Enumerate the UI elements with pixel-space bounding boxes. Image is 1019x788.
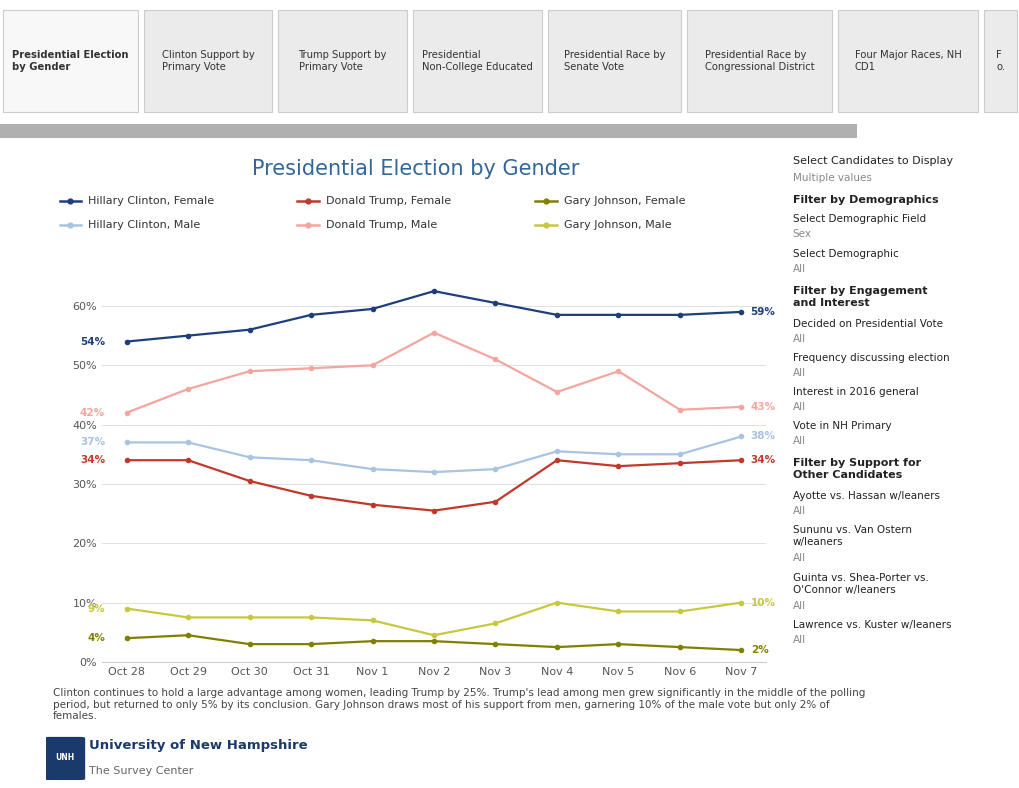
Text: Lawrence vs. Kuster w/leaners: Lawrence vs. Kuster w/leaners bbox=[792, 620, 950, 630]
Text: All: All bbox=[792, 334, 805, 344]
Text: Presidential Election
by Gender: Presidential Election by Gender bbox=[12, 50, 128, 72]
Text: Select Demographic Field: Select Demographic Field bbox=[792, 214, 924, 224]
Text: UNH: UNH bbox=[55, 753, 74, 762]
Text: All: All bbox=[792, 368, 805, 378]
Text: 4%: 4% bbox=[87, 634, 105, 643]
Text: Gary Johnson, Male: Gary Johnson, Male bbox=[564, 221, 671, 230]
Text: Interest in 2016 general: Interest in 2016 general bbox=[792, 387, 917, 397]
Text: Select Demographic: Select Demographic bbox=[792, 249, 898, 259]
Text: 2%: 2% bbox=[750, 645, 767, 655]
Text: Multiple values: Multiple values bbox=[792, 173, 870, 184]
Text: Four Major Races, NH
CD1: Four Major Races, NH CD1 bbox=[854, 50, 961, 72]
Text: All: All bbox=[792, 601, 805, 611]
Text: Frequency discussing election: Frequency discussing election bbox=[792, 353, 949, 363]
Text: Ayotte vs. Hassan w/leaners: Ayotte vs. Hassan w/leaners bbox=[792, 491, 938, 501]
Text: F
o.: F o. bbox=[996, 50, 1004, 72]
FancyBboxPatch shape bbox=[0, 124, 856, 138]
Text: All: All bbox=[792, 436, 805, 446]
Text: Hillary Clinton, Female: Hillary Clinton, Female bbox=[88, 195, 214, 206]
FancyBboxPatch shape bbox=[3, 9, 138, 113]
Text: Presidential Election by Gender: Presidential Election by Gender bbox=[253, 159, 579, 180]
FancyBboxPatch shape bbox=[687, 9, 832, 113]
Text: Donald Trump, Female: Donald Trump, Female bbox=[325, 195, 450, 206]
FancyBboxPatch shape bbox=[44, 737, 86, 780]
Text: Presidential Race by
Senate Vote: Presidential Race by Senate Vote bbox=[564, 50, 664, 72]
FancyBboxPatch shape bbox=[144, 9, 272, 113]
FancyBboxPatch shape bbox=[838, 9, 977, 113]
Text: All: All bbox=[792, 553, 805, 563]
Text: University of New Hampshire: University of New Hampshire bbox=[89, 739, 307, 752]
FancyBboxPatch shape bbox=[413, 9, 541, 113]
Text: 54%: 54% bbox=[79, 336, 105, 347]
Text: Guinta vs. Shea-Porter vs.
O'Connor w/leaners: Guinta vs. Shea-Porter vs. O'Connor w/le… bbox=[792, 573, 927, 595]
FancyBboxPatch shape bbox=[278, 9, 407, 113]
Text: 59%: 59% bbox=[750, 307, 774, 317]
Text: 38%: 38% bbox=[750, 432, 774, 441]
Text: 10%: 10% bbox=[750, 597, 774, 608]
Text: Hillary Clinton, Male: Hillary Clinton, Male bbox=[88, 221, 200, 230]
Text: Clinton Support by
Primary Vote: Clinton Support by Primary Vote bbox=[162, 50, 254, 72]
Text: Filter by Demographics: Filter by Demographics bbox=[792, 195, 937, 205]
Text: Vote in NH Primary: Vote in NH Primary bbox=[792, 421, 891, 431]
FancyBboxPatch shape bbox=[983, 9, 1016, 113]
Text: The Survey Center: The Survey Center bbox=[89, 767, 193, 776]
Text: Sex: Sex bbox=[792, 229, 811, 239]
Text: Decided on Presidential Vote: Decided on Presidential Vote bbox=[792, 319, 942, 329]
Text: All: All bbox=[792, 635, 805, 645]
FancyBboxPatch shape bbox=[547, 9, 681, 113]
Text: Trump Support by
Primary Vote: Trump Support by Primary Vote bbox=[299, 50, 386, 72]
Text: Clinton continues to hold a large advantage among women, leading Trump by 25%. T: Clinton continues to hold a large advant… bbox=[53, 688, 865, 721]
Text: All: All bbox=[792, 506, 805, 516]
Text: Gary Johnson, Female: Gary Johnson, Female bbox=[564, 195, 685, 206]
Text: Filter by Support for
Other Candidates: Filter by Support for Other Candidates bbox=[792, 458, 920, 480]
Text: Filter by Engagement
and Interest: Filter by Engagement and Interest bbox=[792, 286, 926, 308]
Text: 42%: 42% bbox=[79, 407, 105, 418]
Text: 34%: 34% bbox=[750, 455, 775, 465]
Text: Select Candidates to Display: Select Candidates to Display bbox=[792, 156, 952, 166]
Text: 37%: 37% bbox=[79, 437, 105, 448]
Text: Presidential Race by
Congressional District: Presidential Race by Congressional Distr… bbox=[704, 50, 814, 72]
Text: All: All bbox=[792, 402, 805, 412]
Text: 34%: 34% bbox=[79, 455, 105, 465]
Text: Sununu vs. Van Ostern
w/leaners: Sununu vs. Van Ostern w/leaners bbox=[792, 525, 911, 548]
Text: All: All bbox=[792, 264, 805, 274]
Text: 43%: 43% bbox=[750, 402, 775, 412]
Text: 9%: 9% bbox=[88, 604, 105, 614]
Text: Presidential
Non-College Educated: Presidential Non-College Educated bbox=[422, 50, 532, 72]
Text: Donald Trump, Male: Donald Trump, Male bbox=[325, 221, 437, 230]
